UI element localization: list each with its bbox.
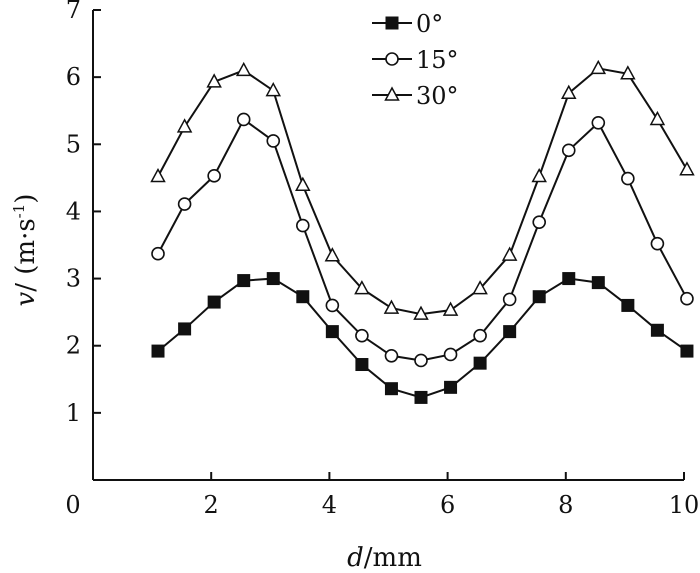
- data-point: [206, 73, 222, 88]
- data-point: [414, 353, 428, 368]
- data-point: [532, 215, 547, 229]
- data-point: [472, 280, 488, 295]
- series-line: [157, 277, 688, 399]
- data-point: [355, 358, 369, 372]
- data-point: [296, 218, 310, 233]
- series-layer: [150, 59, 695, 404]
- x-axis-title: d/mm: [347, 543, 422, 573]
- data-point: [650, 236, 665, 251]
- x-axis-title-var: d: [347, 543, 364, 573]
- y-tick-label: 2: [66, 332, 81, 360]
- y-tick-label: 3: [66, 265, 81, 293]
- y-tick-label: 1: [66, 399, 81, 427]
- x-tick-label: 8: [558, 491, 573, 519]
- data-point: [590, 59, 607, 75]
- data-point: [266, 134, 281, 148]
- data-point: [444, 380, 458, 394]
- data-point: [207, 295, 221, 309]
- y-axis-title: v/ (m·s-1): [10, 194, 41, 307]
- data-point: [151, 246, 165, 261]
- data-point: [591, 116, 606, 130]
- data-point: [325, 325, 339, 339]
- legend-item: 15°: [372, 46, 459, 74]
- series-1: [151, 112, 694, 368]
- legend-marker: [385, 16, 399, 30]
- data-point: [413, 305, 429, 320]
- legend-marker: [384, 86, 400, 101]
- x-tick-label: 10: [669, 491, 700, 519]
- data-point: [649, 110, 666, 126]
- x-tick-label: 4: [322, 491, 337, 519]
- data-point: [443, 347, 458, 362]
- series-line: [157, 117, 688, 362]
- y-tick-label: 5: [66, 130, 81, 158]
- data-point: [531, 167, 547, 183]
- legend: 0° 15° 30°: [372, 10, 459, 110]
- y-tick-label: 4: [66, 197, 81, 225]
- y-axis-title-close: ): [11, 194, 41, 204]
- data-point: [207, 169, 221, 183]
- data-point: [383, 299, 400, 314]
- data-point: [680, 291, 694, 306]
- data-point: [236, 112, 251, 127]
- data-point: [473, 356, 487, 370]
- legend-label: 30°: [416, 82, 459, 110]
- data-point: [502, 292, 517, 307]
- series-2: [150, 59, 695, 320]
- legend-item: 30°: [372, 82, 459, 110]
- data-point: [503, 325, 517, 339]
- data-point: [235, 61, 252, 77]
- legend-marker: [385, 52, 399, 66]
- data-point: [265, 81, 282, 97]
- data-point: [384, 382, 398, 396]
- data-point: [679, 161, 695, 176]
- data-point: [620, 65, 636, 80]
- data-point: [296, 290, 310, 304]
- data-point: [151, 344, 165, 358]
- y-tick-label: 7: [66, 0, 81, 24]
- data-point: [354, 280, 370, 295]
- data-point: [442, 301, 459, 316]
- axes: 1 2 3 4 5 6 7 2 4 6 8 10 0 d/mm v/ (m·s-1): [10, 0, 699, 573]
- x-axis-title-unit: /mm: [364, 543, 422, 573]
- y-axis-title-unit: / (m·s: [11, 218, 41, 291]
- data-point: [621, 298, 635, 312]
- data-point: [150, 167, 166, 183]
- data-point: [384, 348, 399, 363]
- data-point: [355, 328, 369, 343]
- data-point: [237, 274, 251, 288]
- data-point: [324, 247, 341, 262]
- y-tick-label: 6: [66, 63, 81, 91]
- y-axis-title-var: v: [11, 291, 41, 306]
- legend-item: 0°: [372, 10, 443, 38]
- data-point: [177, 197, 192, 211]
- data-point: [532, 290, 546, 304]
- data-point: [473, 328, 487, 343]
- data-point: [414, 390, 428, 404]
- y-axis-title-exponent: -1: [10, 204, 28, 219]
- data-point: [178, 322, 192, 336]
- data-point: [591, 276, 605, 290]
- legend-label: 0°: [416, 10, 443, 38]
- data-point: [561, 143, 576, 158]
- series-0: [151, 272, 694, 404]
- data-point: [325, 298, 340, 313]
- data-point: [501, 246, 518, 261]
- x-tick-label: 6: [440, 491, 455, 519]
- x-tick-label: 2: [204, 491, 219, 519]
- data-point: [266, 272, 280, 286]
- data-point: [176, 118, 193, 133]
- data-point: [650, 323, 664, 337]
- data-point: [295, 176, 311, 191]
- data-point: [562, 272, 576, 286]
- legend-label: 15°: [416, 46, 459, 74]
- data-point: [680, 344, 694, 358]
- data-point: [560, 84, 577, 100]
- data-point: [621, 171, 635, 186]
- origin-label: 0: [65, 491, 80, 519]
